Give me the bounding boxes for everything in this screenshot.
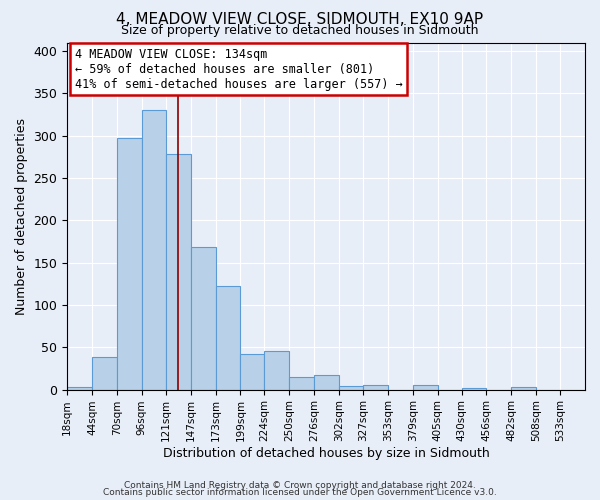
Bar — [92, 358, 117, 390]
Bar — [117, 138, 142, 390]
Bar — [142, 110, 166, 390]
Bar — [314, 375, 339, 390]
Bar — [363, 386, 388, 390]
Bar — [241, 354, 265, 390]
Text: 4 MEADOW VIEW CLOSE: 134sqm
← 59% of detached houses are smaller (801)
41% of se: 4 MEADOW VIEW CLOSE: 134sqm ← 59% of det… — [75, 48, 403, 90]
Bar — [339, 386, 363, 390]
Bar — [289, 377, 314, 390]
X-axis label: Distribution of detached houses by size in Sidmouth: Distribution of detached houses by size … — [163, 447, 490, 460]
Bar — [67, 387, 92, 390]
Text: 4, MEADOW VIEW CLOSE, SIDMOUTH, EX10 9AP: 4, MEADOW VIEW CLOSE, SIDMOUTH, EX10 9AP — [116, 12, 484, 28]
Bar — [265, 350, 289, 390]
Bar — [191, 248, 215, 390]
Y-axis label: Number of detached properties: Number of detached properties — [15, 118, 28, 314]
Bar — [166, 154, 191, 390]
Text: Contains HM Land Registry data © Crown copyright and database right 2024.: Contains HM Land Registry data © Crown c… — [124, 480, 476, 490]
Text: Size of property relative to detached houses in Sidmouth: Size of property relative to detached ho… — [121, 24, 479, 37]
Text: Contains public sector information licensed under the Open Government Licence v3: Contains public sector information licen… — [103, 488, 497, 497]
Bar — [413, 384, 437, 390]
Bar — [215, 286, 241, 390]
Bar — [511, 387, 536, 390]
Bar — [461, 388, 487, 390]
